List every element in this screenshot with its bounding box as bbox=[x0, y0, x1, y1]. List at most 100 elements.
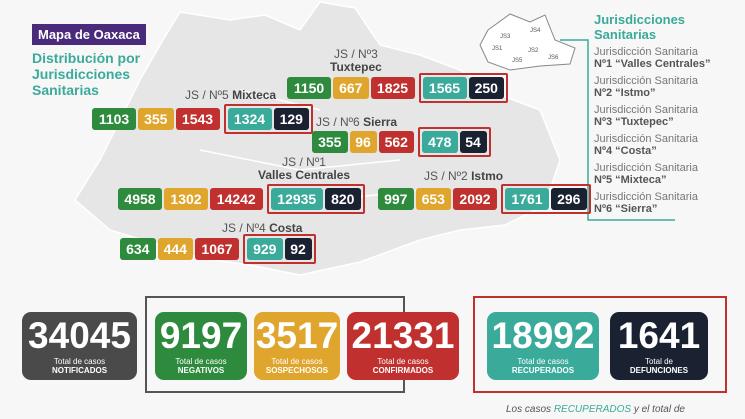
legend-line2: Nº5 “Mixteca” bbox=[594, 174, 667, 186]
total-caption: Total de casos bbox=[517, 357, 569, 366]
footer-text: Los casos bbox=[506, 404, 552, 415]
legend-connector bbox=[560, 39, 675, 221]
region-code: JS / Nº2 bbox=[424, 169, 468, 183]
legend-item: Jurisdicción Sanitaria Nº5 “Mixteca” bbox=[594, 162, 698, 186]
region-sospechosos: 444 bbox=[157, 238, 193, 260]
minimap-label: JS5 bbox=[512, 58, 523, 64]
region-sospechosos: 355 bbox=[138, 108, 174, 130]
region-label: JS / Nº1 Valles Centrales bbox=[258, 156, 350, 182]
legend-line2: Nº3 “Tuxtepec” bbox=[594, 116, 674, 128]
legend-line2: Nº2 “Istmo” bbox=[594, 87, 656, 99]
region-recuperados: 12935 bbox=[270, 188, 323, 210]
region-outline bbox=[418, 73, 508, 103]
region-confirmados: 1825 bbox=[370, 77, 415, 99]
region-defunciones: 820 bbox=[325, 188, 361, 210]
region-outline bbox=[501, 184, 591, 214]
legend-line2: Nº6 “Sierra” bbox=[594, 203, 658, 215]
region-defunciones: 296 bbox=[551, 188, 587, 210]
footer-highlight: RECUPERADOS bbox=[553, 404, 632, 415]
region-outline bbox=[243, 234, 316, 264]
region-label: JS / Nº2 Istmo bbox=[424, 170, 503, 183]
region-code: JS / Nº3 bbox=[334, 47, 378, 61]
region-name: Valles Centrales bbox=[258, 168, 351, 182]
legend-item: Jurisdicción Sanitaria Nº6 “Sierra” bbox=[594, 191, 698, 215]
region-code: JS / Nº1 bbox=[282, 155, 326, 169]
region-defunciones: 54 bbox=[459, 131, 487, 153]
legend-line1: Jurisdicción Sanitaria bbox=[594, 46, 698, 58]
region-code: JS / Nº4 bbox=[222, 221, 266, 235]
minimap-label: JS4 bbox=[530, 28, 541, 34]
total-value: 18992 bbox=[491, 315, 595, 356]
legend-item: Jurisdicción Sanitaria Nº3 “Tuxtepec” bbox=[594, 104, 698, 128]
total-card: 3517 Total de casos SOSPECHOSOS bbox=[254, 312, 340, 380]
total-kind: NOTIFICADOS bbox=[51, 366, 108, 375]
region-label: JS / Nº5 Mixteca bbox=[185, 89, 276, 102]
total-caption: Total de casos bbox=[53, 357, 106, 366]
region-negativos: 4958 bbox=[118, 188, 162, 210]
region-confirmados: 1543 bbox=[175, 108, 220, 130]
region-code: JS / Nº5 bbox=[185, 88, 229, 102]
minimap-label: JS2 bbox=[528, 48, 539, 54]
region-sospechosos: 653 bbox=[415, 188, 451, 210]
region-negativos: 997 bbox=[378, 188, 414, 210]
legend-line1: Jurisdicción Sanitaria bbox=[594, 133, 698, 145]
legend-line1: Jurisdicción Sanitaria bbox=[594, 75, 698, 87]
region-label: JS / Nº3 Tuxtepec bbox=[330, 48, 382, 74]
region-name: Tuxtepec bbox=[330, 60, 382, 74]
region-defunciones: 129 bbox=[273, 108, 309, 130]
region-negativos: 1150 bbox=[287, 77, 331, 99]
total-caption: Total de bbox=[644, 357, 674, 366]
total-caption: Total de casos bbox=[271, 357, 323, 366]
region-label: JS / Nº4 Costa bbox=[222, 222, 302, 235]
total-card: 18992 Total de casos RECUPERADOS bbox=[487, 312, 599, 380]
total-value: 3517 bbox=[255, 315, 339, 356]
total-value: 34045 bbox=[28, 315, 131, 356]
footer-text: y el total de bbox=[633, 404, 685, 415]
region-name: Costa bbox=[269, 221, 303, 235]
region-negativos: 355 bbox=[312, 131, 348, 153]
total-kind: NEGATIVOS bbox=[177, 366, 225, 375]
minimap-label: JS1 bbox=[492, 46, 503, 52]
total-kind: CONFIRMADOS bbox=[372, 366, 434, 375]
total-card: 34045 Total de casos NOTIFICADOS bbox=[22, 312, 137, 380]
legend-item: Jurisdicción Sanitaria Nº2 “Istmo” bbox=[594, 75, 698, 99]
region-recuperados: 1761 bbox=[505, 188, 549, 210]
region-outline bbox=[418, 127, 491, 157]
total-card: 21331 Total de casos CONFIRMADOS bbox=[347, 312, 459, 380]
region-sospechosos: 667 bbox=[333, 77, 369, 99]
region-outline bbox=[223, 104, 313, 134]
total-kind: SOSPECHOSOS bbox=[265, 366, 329, 375]
total-card: 9197 Total de casos NEGATIVOS bbox=[155, 312, 247, 380]
region-recuperados: 1565 bbox=[422, 77, 467, 99]
header-tag: Mapa de Oaxaca bbox=[32, 24, 146, 45]
total-kind: DEFUNCIONES bbox=[629, 366, 689, 375]
total-caption: Total de casos bbox=[377, 357, 429, 366]
region-outline bbox=[266, 184, 365, 214]
minimap-label: JS3 bbox=[500, 34, 511, 40]
total-value: 9197 bbox=[159, 315, 243, 356]
region-confirmados: 2092 bbox=[453, 188, 497, 210]
minimap-label: JS6 bbox=[548, 55, 559, 61]
total-value: 1641 bbox=[617, 315, 701, 356]
region-name: Istmo bbox=[471, 169, 504, 183]
region-recuperados: 1324 bbox=[227, 108, 272, 130]
region-name: Sierra bbox=[363, 115, 398, 129]
legend-item: Jurisdicción Sanitaria Nº1 “Valles Centra… bbox=[594, 46, 711, 70]
legend-line2: Nº4 “Costa” bbox=[594, 145, 657, 157]
outline-red bbox=[473, 296, 727, 393]
footer: Los casos RECUPERADOS y el total de bbox=[506, 404, 685, 415]
region-name: Mixteca bbox=[232, 88, 277, 102]
region-confirmados: 562 bbox=[378, 131, 414, 153]
header-subtitle: Distribución por Jurisdicciones Sanitari… bbox=[32, 50, 141, 98]
region-sospechosos: 96 bbox=[349, 131, 377, 153]
region-recuperados: 478 bbox=[422, 131, 458, 153]
region-negativos: 634 bbox=[120, 238, 156, 260]
region-confirmados: 1067 bbox=[195, 238, 239, 260]
region-sospechosos: 1302 bbox=[164, 188, 208, 210]
minimap bbox=[479, 13, 576, 71]
region-recuperados: 929 bbox=[247, 238, 283, 260]
legend-item: Jurisdicción Sanitaria Nº4 “Costa” bbox=[594, 133, 698, 157]
region-defunciones: 250 bbox=[468, 77, 504, 99]
total-card: 1641 Total de DEFUNCIONES bbox=[610, 312, 708, 380]
